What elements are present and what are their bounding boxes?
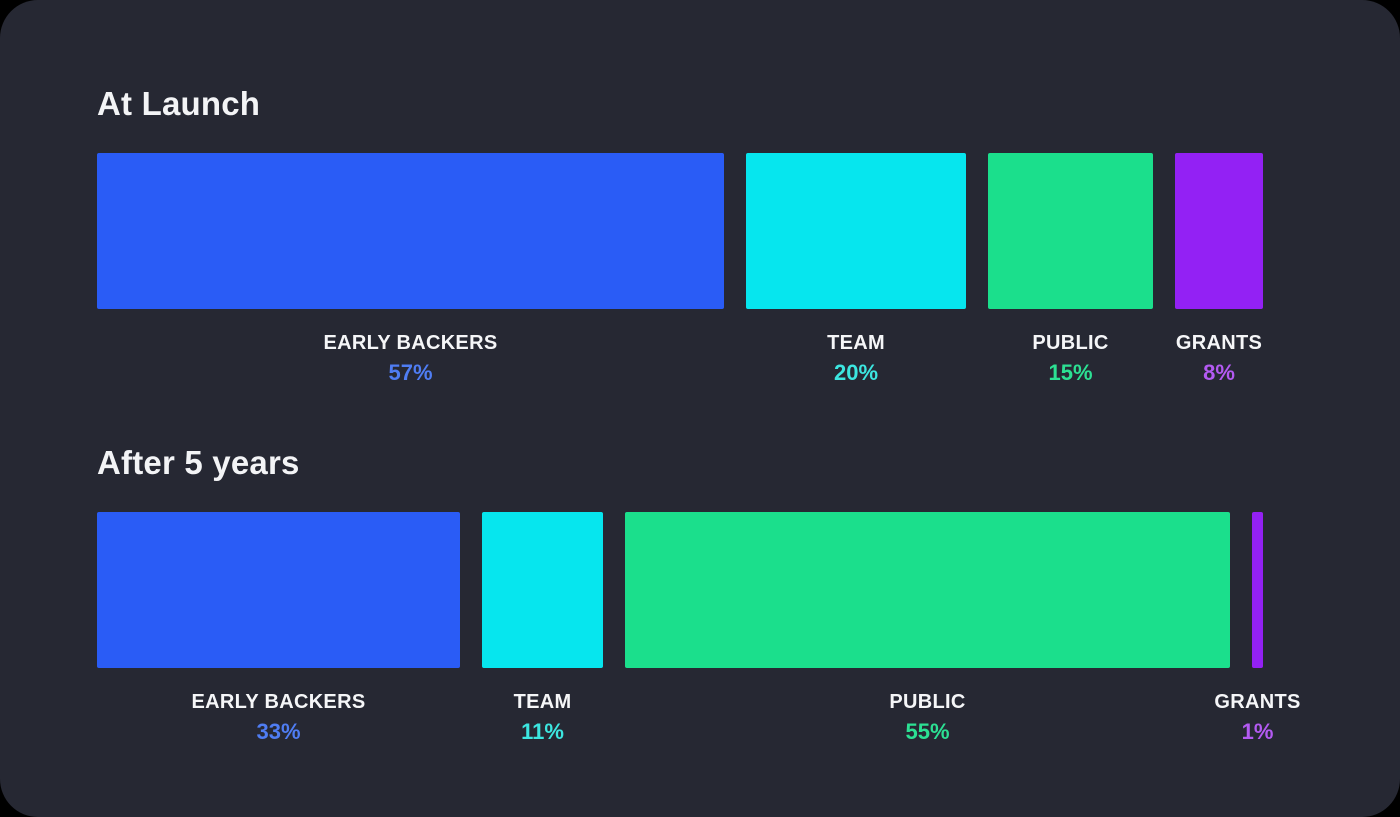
segment-early-backers: EARLY BACKERS 33% (97, 511, 460, 745)
segment-team: TEAM 20% (746, 153, 966, 386)
segment-label-grants: GRANTS (1175, 332, 1263, 355)
segment-percent-grants: 1% (1241, 718, 1274, 744)
segment-label-early-backers: EARLY BACKERS (191, 690, 366, 713)
segment-percent-early-backers: 57% (388, 360, 433, 386)
chart-title-at-launch: At Launch (97, 85, 261, 122)
bar-early-backers (97, 511, 460, 668)
segment-percent-grants: 8% (1203, 360, 1235, 386)
segment-percent-public: 15% (1048, 360, 1093, 386)
segment-label-team: TEAM (827, 332, 885, 355)
bar-public (625, 511, 1230, 668)
segment-percent-public: 55% (905, 718, 950, 744)
segment-label-public: PUBLIC (889, 690, 966, 713)
segment-label-early-backers: EARLY BACKERS (323, 332, 498, 355)
chart-title-after-5-years: After 5 years (97, 443, 300, 481)
bar-grants (1175, 153, 1263, 310)
bar-early-backers (97, 153, 724, 310)
segment-percent-team: 11% (521, 718, 564, 744)
bar-team (482, 511, 603, 668)
chart-at-launch: At Launch EARLY BACKERS 57% TEAM 20% PUBLIC 1… (97, 85, 1263, 387)
segment-grants: GRANTS 1% (1214, 511, 1300, 745)
allocation-bar-row: EARLY BACKERS 57% TEAM 20% PUBLIC 15% GRANTS 8% (97, 153, 1263, 386)
segment-label-public: PUBLIC (1032, 332, 1109, 355)
bar-grants (1252, 511, 1263, 668)
chart-after-5-years: After 5 years EARLY BACKERS 33% TEAM 11% PUB… (97, 443, 1300, 746)
segment-public: PUBLIC 15% (988, 153, 1153, 386)
segment-public: PUBLIC 55% (625, 511, 1230, 745)
segment-team: TEAM 11% (482, 511, 603, 745)
segment-early-backers: EARLY BACKERS 57% (97, 153, 724, 386)
segment-percent-team: 20% (833, 360, 879, 386)
allocation-bar-row: EARLY BACKERS 33% TEAM 11% PUBLIC 55% GRANTS 1% (97, 511, 1300, 745)
bar-public (988, 153, 1153, 310)
segment-percent-early-backers: 33% (256, 718, 301, 744)
segment-grants: GRANTS 8% (1175, 153, 1263, 386)
segment-label-team: TEAM (513, 690, 572, 713)
bar-team (746, 153, 966, 310)
segment-label-grants: GRANTS (1214, 690, 1301, 713)
